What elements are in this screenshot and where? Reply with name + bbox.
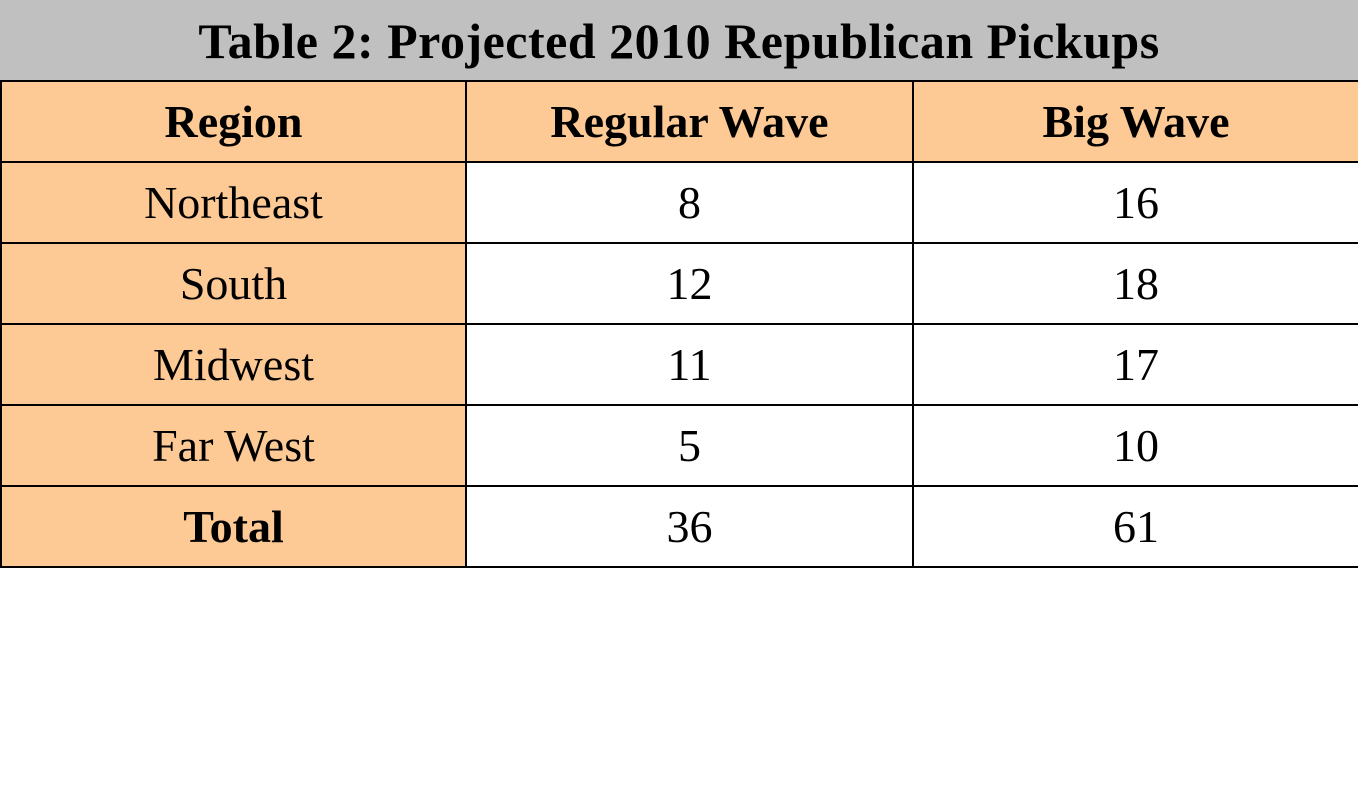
big-wave-cell: 18	[912, 242, 1358, 325]
header-region: Region	[0, 80, 467, 163]
region-cell: Far West	[0, 404, 467, 487]
table-row-northeast: Northeast 8 16	[0, 161, 1358, 244]
table-row-south: South 12 18	[0, 242, 1358, 325]
total-label-cell: Total	[0, 485, 467, 568]
regular-wave-cell: 11	[465, 323, 914, 406]
regular-wave-cell: 12	[465, 242, 914, 325]
region-cell: South	[0, 242, 467, 325]
regular-wave-cell: 8	[465, 161, 914, 244]
total-regular-wave-cell: 36	[465, 485, 914, 568]
big-wave-cell: 17	[912, 323, 1358, 406]
total-big-wave-cell: 61	[912, 485, 1358, 568]
region-cell: Midwest	[0, 323, 467, 406]
table-row-total: Total 36 61	[0, 485, 1358, 568]
header-big-wave: Big Wave	[912, 80, 1358, 163]
table-caption: Table 2: Projected 2010 Republican Picku…	[198, 13, 1160, 69]
big-wave-cell: 10	[912, 404, 1358, 487]
header-row: Region Regular Wave Big Wave	[0, 80, 1358, 163]
republican-pickups-table: Region Regular Wave Big Wave Northeast 8…	[0, 80, 1358, 568]
regular-wave-cell: 5	[465, 404, 914, 487]
region-cell: Northeast	[0, 161, 467, 244]
table-row-far-west: Far West 5 10	[0, 404, 1358, 487]
big-wave-cell: 16	[912, 161, 1358, 244]
table-caption-bar: Table 2: Projected 2010 Republican Picku…	[0, 0, 1358, 80]
table-row-midwest: Midwest 11 17	[0, 323, 1358, 406]
header-regular-wave: Regular Wave	[465, 80, 914, 163]
